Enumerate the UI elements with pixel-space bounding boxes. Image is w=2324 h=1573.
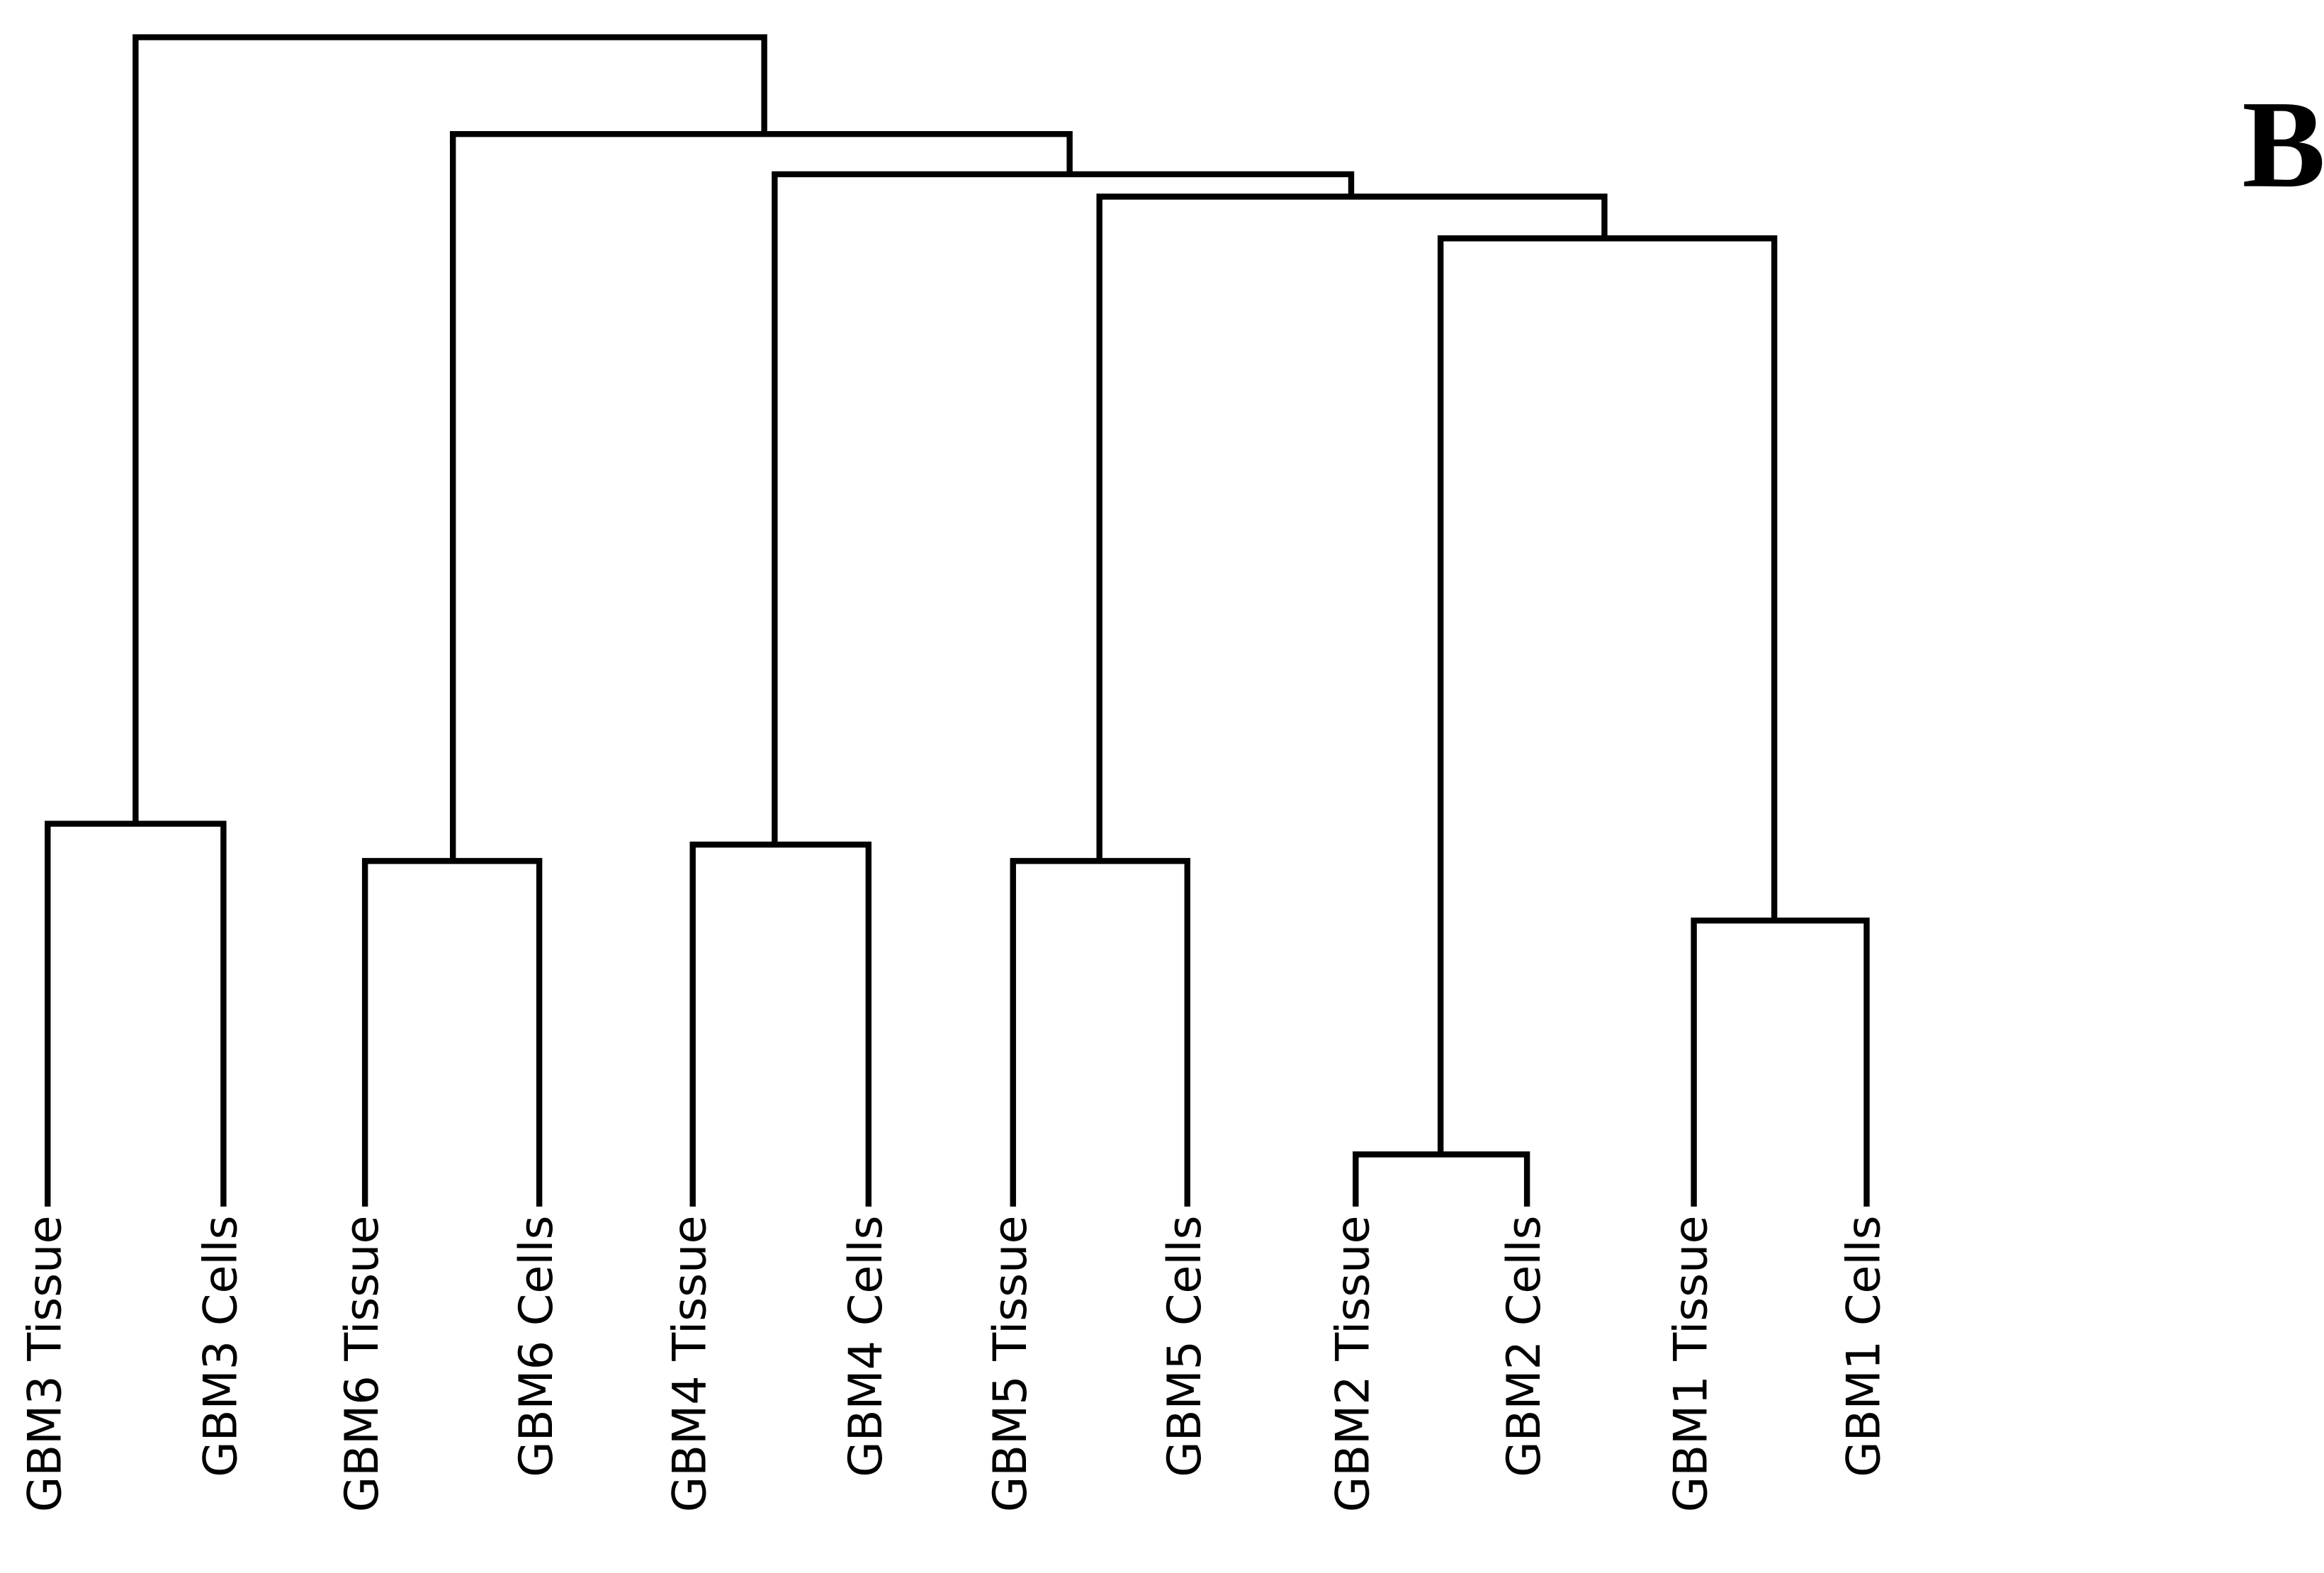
dendrogram-branches <box>45 34 1870 1207</box>
branch <box>772 171 1355 845</box>
branch <box>1691 917 1870 1207</box>
leaf-label: GBM6 Cells <box>510 1215 563 1477</box>
branch <box>689 841 872 1207</box>
leaf-label: GBM4 Tissue <box>664 1215 717 1512</box>
leaf-label: GBM1 Tissue <box>1665 1215 1718 1512</box>
leaf-label: GBM5 Cells <box>1158 1215 1212 1477</box>
panel-label: B <box>2242 76 2324 214</box>
leaf-label: GBM6 Tissue <box>336 1215 389 1512</box>
leaf-label: GBM3 Tissue <box>18 1215 72 1512</box>
leaf-label: GBM1 Cells <box>1838 1215 1891 1477</box>
branch <box>132 34 767 824</box>
leaf-label: GBM2 Tissue <box>1326 1215 1380 1512</box>
leaf-labels: GBM3 Tissue GBM3 Cells GBM6 Tissue GBM6 Cel… <box>18 1215 1890 1512</box>
leaf-label: GBM2 Cells <box>1498 1215 1551 1477</box>
leaf-label: GBM3 Cells <box>194 1215 247 1477</box>
leaf-label: GBM5 Tissue <box>984 1215 1037 1512</box>
leaf-label: GBM4 Cells <box>840 1215 893 1477</box>
